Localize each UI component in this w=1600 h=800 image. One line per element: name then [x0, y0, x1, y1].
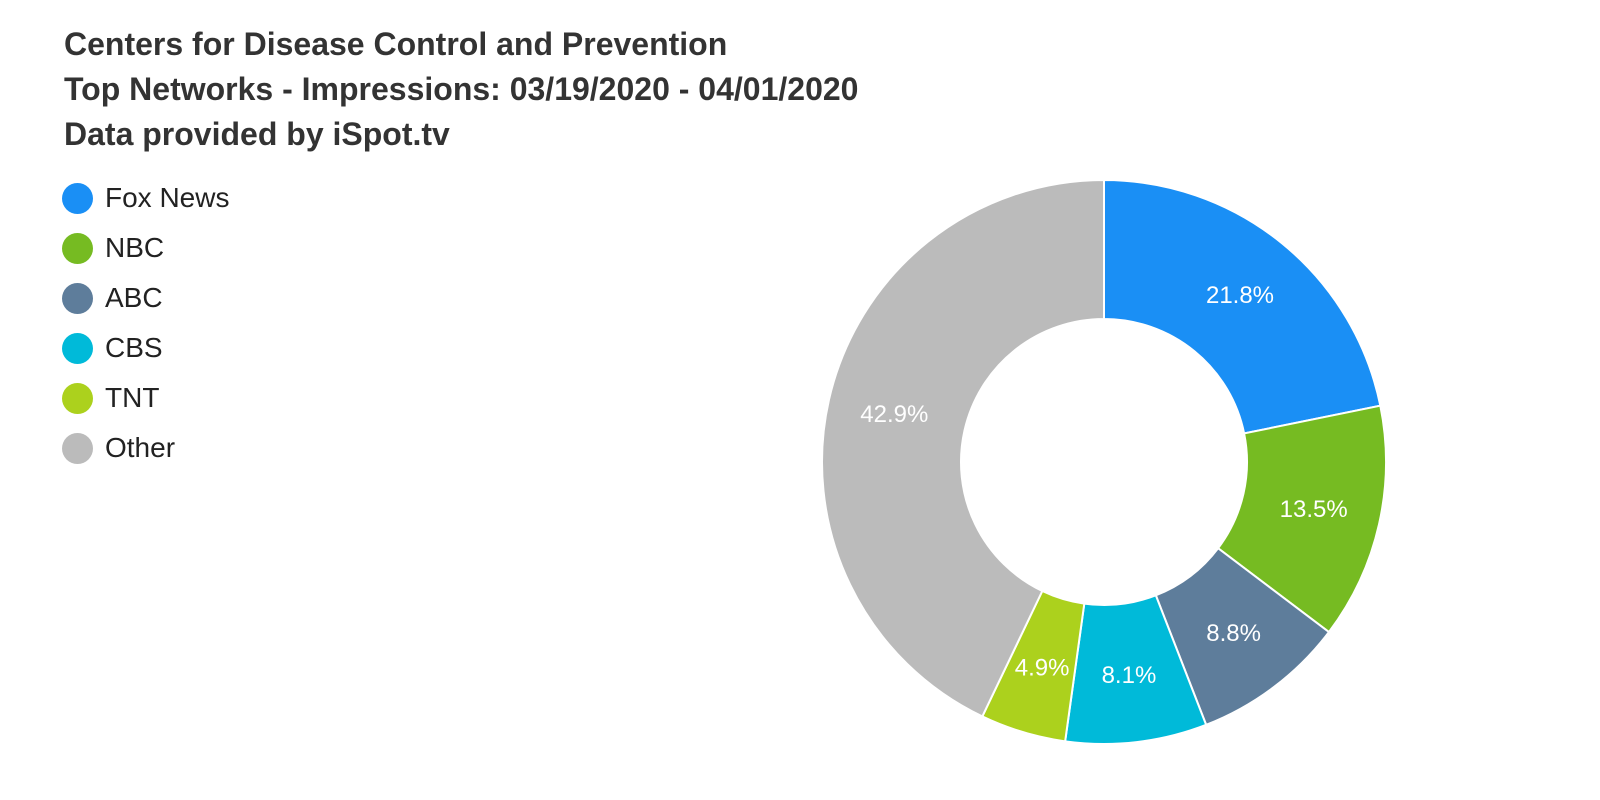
legend-swatch-fox-news	[62, 182, 93, 214]
slice-fox-news[interactable]	[1103, 178, 1382, 435]
slice-label-other: 42.9%	[860, 401, 928, 428]
slice-label-nbc: 13.5%	[1280, 496, 1348, 523]
legend-label-cbs: CBS	[105, 332, 163, 363]
legend-swatch-tnt	[62, 382, 93, 414]
legend-item-tnt[interactable]: TNT	[62, 373, 229, 423]
legend-swatch-abc	[62, 282, 93, 314]
chart-subtitle-date-range: Top Networks - Impressions: 03/19/2020 -…	[64, 71, 859, 107]
chart-title-block: Centers for Disease Control and Preventi…	[64, 22, 858, 157]
slice-other[interactable]	[821, 178, 1105, 718]
legend: Fox News NBC ABC CBS TNT Other	[62, 173, 229, 473]
slice-label-fox-news: 21.8%	[1206, 282, 1274, 309]
slice-nbc[interactable]	[1216, 404, 1387, 634]
legend-label-nbc: NBC	[105, 232, 165, 263]
slice-label-abc: 8.8%	[1206, 620, 1261, 647]
legend-label-fox-news: Fox News	[105, 182, 230, 213]
legend-item-cbs[interactable]: CBS	[62, 323, 229, 373]
legend-label-abc: ABC	[105, 282, 163, 313]
legend-label-tnt: TNT	[105, 382, 160, 413]
chart-subtitle-source: Data provided by iSpot.tv	[64, 116, 450, 152]
legend-swatch-other	[62, 432, 93, 464]
legend-item-other[interactable]: Other	[62, 423, 229, 473]
legend-item-nbc[interactable]: NBC	[62, 223, 229, 273]
chart-title: Centers for Disease Control and Preventi…	[64, 26, 728, 62]
slice-label-cbs: 8.1%	[1102, 662, 1157, 689]
legend-item-abc[interactable]: ABC	[62, 273, 229, 323]
legend-swatch-nbc	[62, 232, 93, 264]
slice-label-tnt: 4.9%	[1015, 654, 1070, 681]
legend-swatch-cbs	[62, 332, 93, 364]
legend-label-other: Other	[105, 432, 176, 463]
legend-item-fox-news[interactable]: Fox News	[62, 173, 229, 223]
